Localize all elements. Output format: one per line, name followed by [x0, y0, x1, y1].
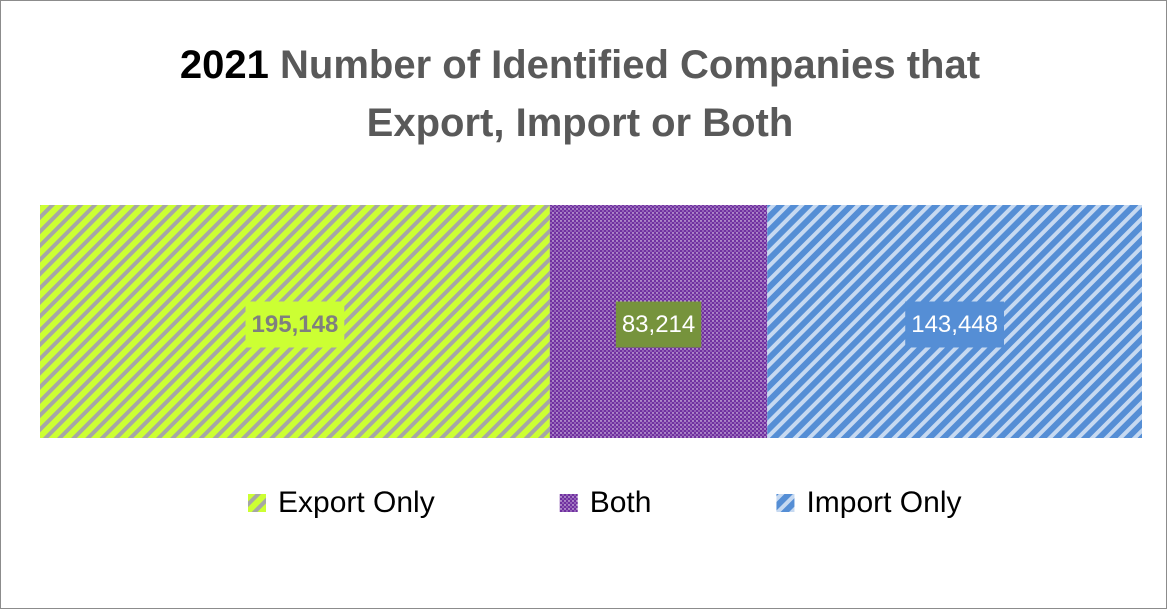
legend-label: Import Only — [806, 486, 961, 519]
value-label-box — [615, 301, 702, 348]
legend-label: Both — [590, 486, 652, 519]
legend-label: Export Only — [278, 486, 435, 519]
chart-title: 2021 Number of Identified Companies that… — [179, 43, 981, 145]
value-label-box — [245, 301, 345, 348]
legend-swatch — [248, 494, 266, 512]
value-label: 143,448 — [911, 311, 998, 338]
value-label-box — [905, 301, 1005, 348]
value-label: 83,214 — [622, 311, 695, 338]
value-label: 195,148 — [252, 311, 339, 338]
legend-swatch — [776, 494, 795, 512]
legend-swatch — [559, 494, 578, 512]
